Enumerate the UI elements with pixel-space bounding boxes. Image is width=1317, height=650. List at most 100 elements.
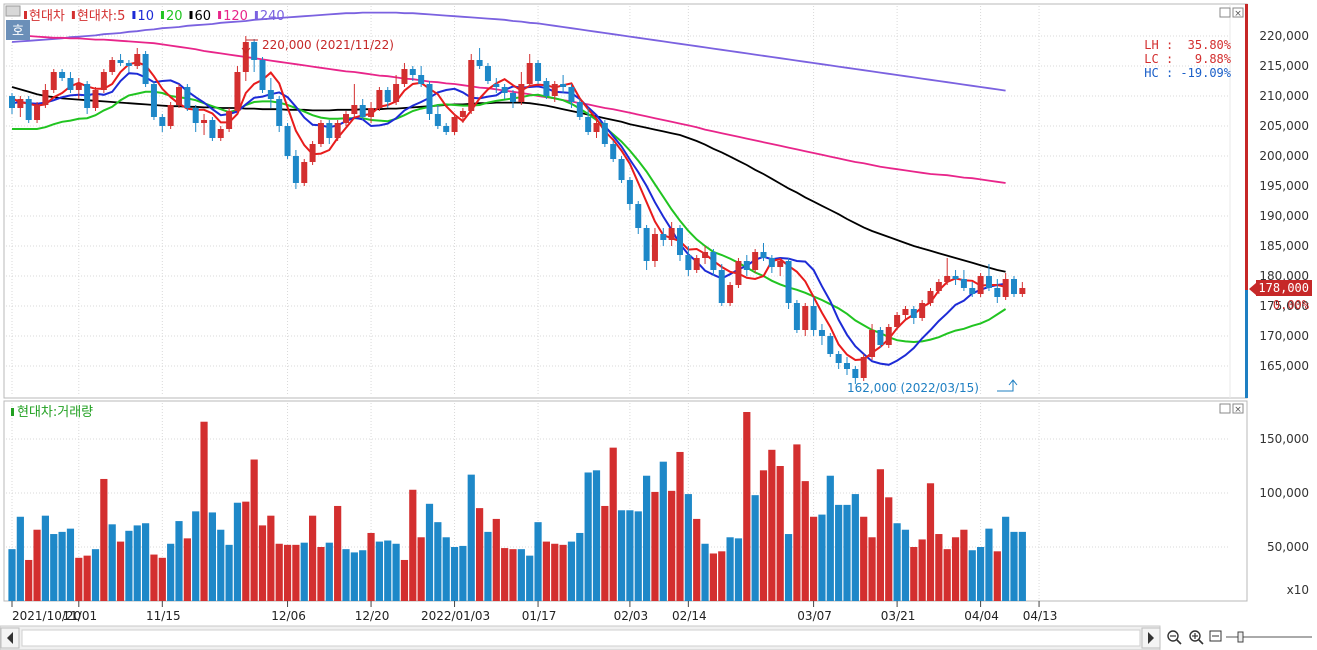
volume-bar (926, 483, 935, 601)
maximize-button[interactable] (1219, 403, 1231, 414)
candle-body (768, 258, 775, 267)
price-tick-label: 195,000 (1259, 179, 1309, 193)
volume-bar (893, 523, 901, 601)
price-tick-label: 220,000 (1259, 29, 1309, 43)
ma-line-120 (11, 33, 1006, 184)
candle-body (593, 123, 600, 132)
volume-bar (25, 559, 33, 601)
volume-bar (158, 557, 166, 601)
candle-body (234, 72, 241, 111)
volume-bar (759, 470, 768, 601)
candle-body (777, 261, 784, 267)
zoom-slider-handle[interactable] (1237, 631, 1244, 643)
price-tick-label: 190,000 (1259, 209, 1309, 223)
candle-body (651, 234, 658, 261)
price-tick-label: 210,000 (1259, 89, 1309, 103)
candlestick-series (9, 36, 1026, 384)
symbol-tag-text: 호 (12, 24, 24, 39)
candle-body (919, 303, 926, 318)
candle-body (994, 288, 1001, 297)
date-tick-label: 12/06 (271, 609, 306, 623)
volume-bar (8, 549, 16, 601)
volume-bar (175, 521, 183, 601)
volume-bar (985, 528, 993, 601)
legend-item-2: 10 (137, 9, 154, 24)
candle-body (292, 156, 299, 183)
volume-bar (183, 538, 191, 601)
symbol-tag[interactable] (6, 20, 30, 40)
price-tick-label: 200,000 (1259, 149, 1309, 163)
candle-body (727, 285, 734, 303)
candle-body (384, 90, 391, 102)
volume-tick-label: 50,000 (1267, 540, 1309, 554)
price-panel-frame (3, 3, 1248, 399)
candle-body (894, 315, 901, 327)
volume-bar (542, 541, 550, 601)
panel-menu-button[interactable] (5, 5, 21, 17)
close-button[interactable] (1232, 7, 1244, 18)
candle-body (401, 69, 408, 84)
volume-bar (58, 531, 66, 601)
candle-body (84, 84, 91, 108)
volume-bar (526, 555, 534, 601)
candle-body (835, 354, 842, 363)
volume-bar (843, 504, 851, 601)
candle-body (543, 81, 550, 96)
candle-body (635, 204, 642, 228)
zoom-out-button[interactable] (1167, 630, 1182, 645)
zoom-reset-button[interactable] (1209, 630, 1222, 642)
volume-bar (868, 537, 876, 601)
candle-body (34, 105, 41, 120)
volume-bar (584, 472, 592, 601)
legend: 현대차 현대차:5 10 20 60 120 240 (24, 9, 285, 24)
candle-body (317, 123, 324, 144)
volume-bar (317, 547, 325, 601)
candle-body (902, 309, 909, 315)
volume-bar (810, 516, 818, 601)
candle-body (192, 108, 199, 123)
candle-body (25, 99, 32, 120)
candle-body (284, 126, 291, 156)
zoom-in-icon (1189, 630, 1201, 642)
volume-bar (342, 549, 350, 601)
volume-bar (668, 490, 676, 601)
volume-tick-label: 100,000 (1259, 486, 1309, 500)
candle-body (109, 60, 116, 72)
zoom-slider[interactable] (1226, 631, 1312, 643)
volume-bar (142, 523, 150, 601)
volume-bar (684, 494, 692, 601)
candle-body (618, 159, 625, 180)
candle-body (276, 99, 283, 126)
volume-bar (968, 550, 976, 601)
price-tick-label: 170,000 (1259, 329, 1309, 343)
volume-bar (225, 544, 233, 601)
candle-body (743, 261, 750, 270)
candle-body (393, 84, 400, 102)
zoom-in-button[interactable] (1189, 630, 1204, 645)
candle-body (451, 117, 458, 132)
candle-body (518, 84, 525, 102)
maximize-button[interactable] (1219, 7, 1231, 18)
candle-body (752, 252, 759, 270)
candle-body (969, 288, 976, 294)
volume-bar (517, 549, 525, 601)
close-button[interactable] (1232, 403, 1244, 414)
candle-body (484, 66, 491, 81)
date-tick-label: 12/20 (355, 609, 390, 623)
scroll-thumb[interactable] (21, 629, 1141, 647)
candle-body (459, 111, 466, 117)
volume-bar (885, 497, 893, 601)
volume-bar (233, 502, 242, 601)
candle-body (643, 228, 650, 261)
date-tick-label: 01/17 (522, 609, 557, 623)
volume-bar (860, 516, 868, 601)
candle-body (510, 93, 516, 102)
candle-body (793, 303, 800, 330)
volume-bar (793, 444, 801, 601)
volume-bar (325, 542, 333, 601)
volume-bar (150, 554, 158, 601)
volume-bar (576, 532, 584, 601)
volume-bar (16, 516, 24, 601)
volume-bar (167, 543, 175, 601)
volume-bar (450, 547, 459, 601)
